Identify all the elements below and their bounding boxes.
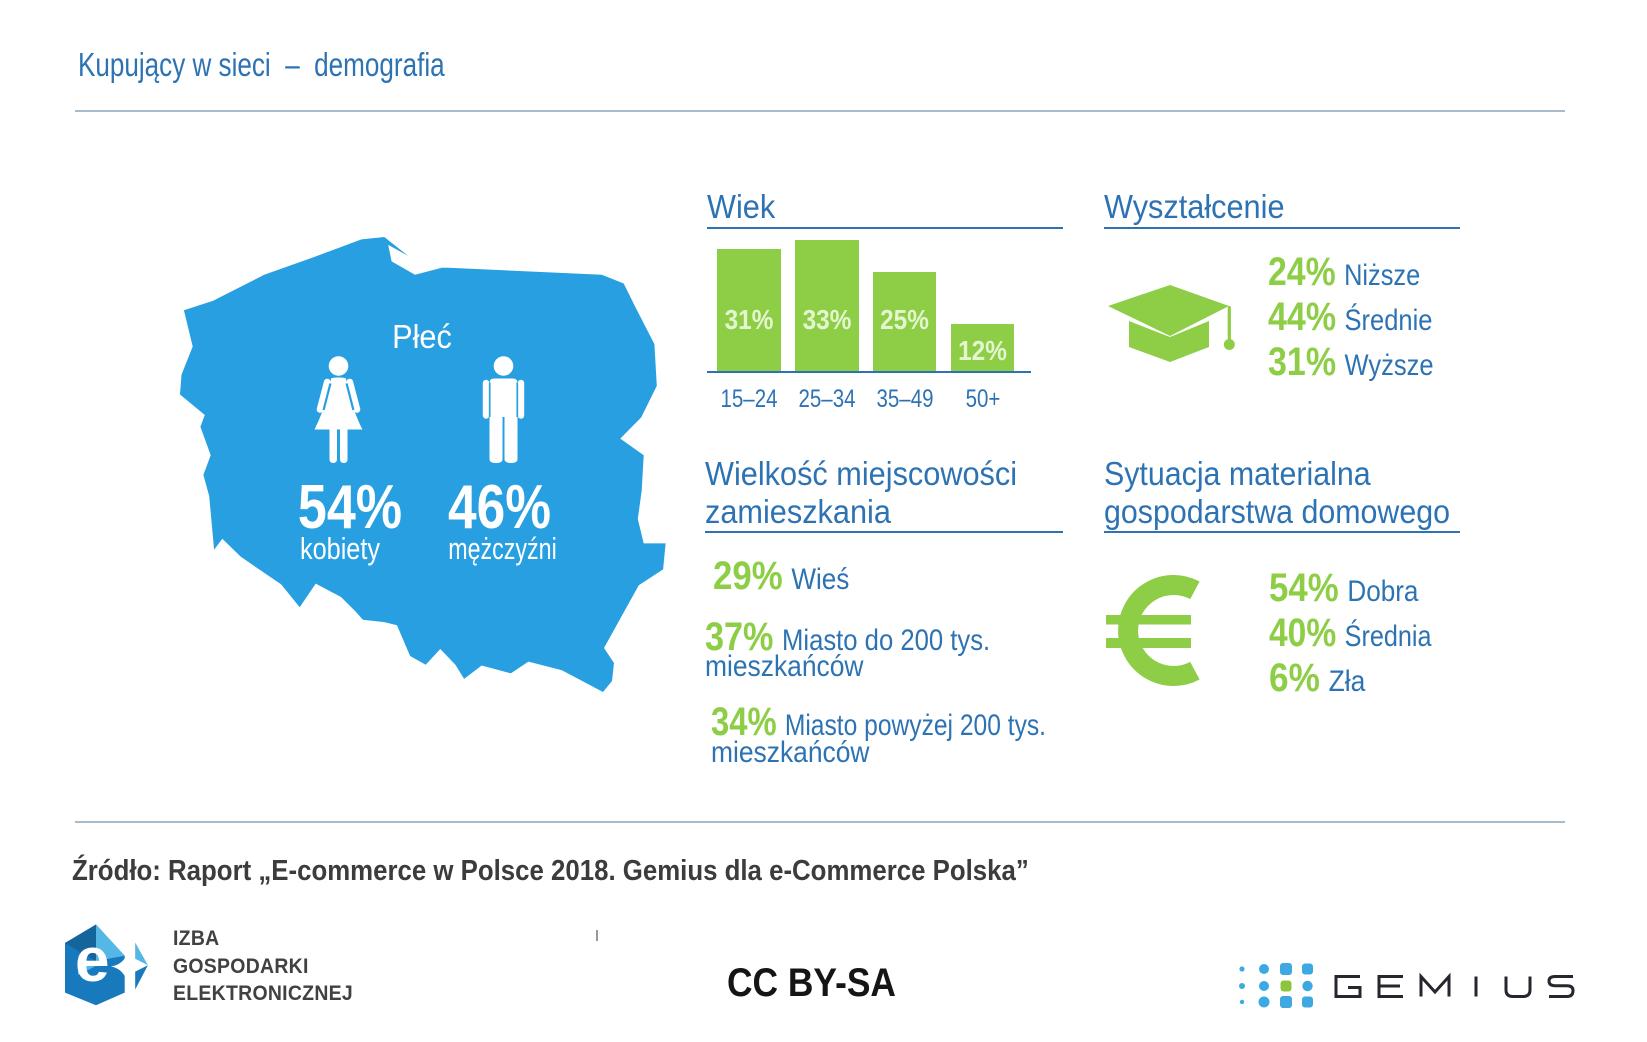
svg-text:e: e <box>75 926 109 995</box>
